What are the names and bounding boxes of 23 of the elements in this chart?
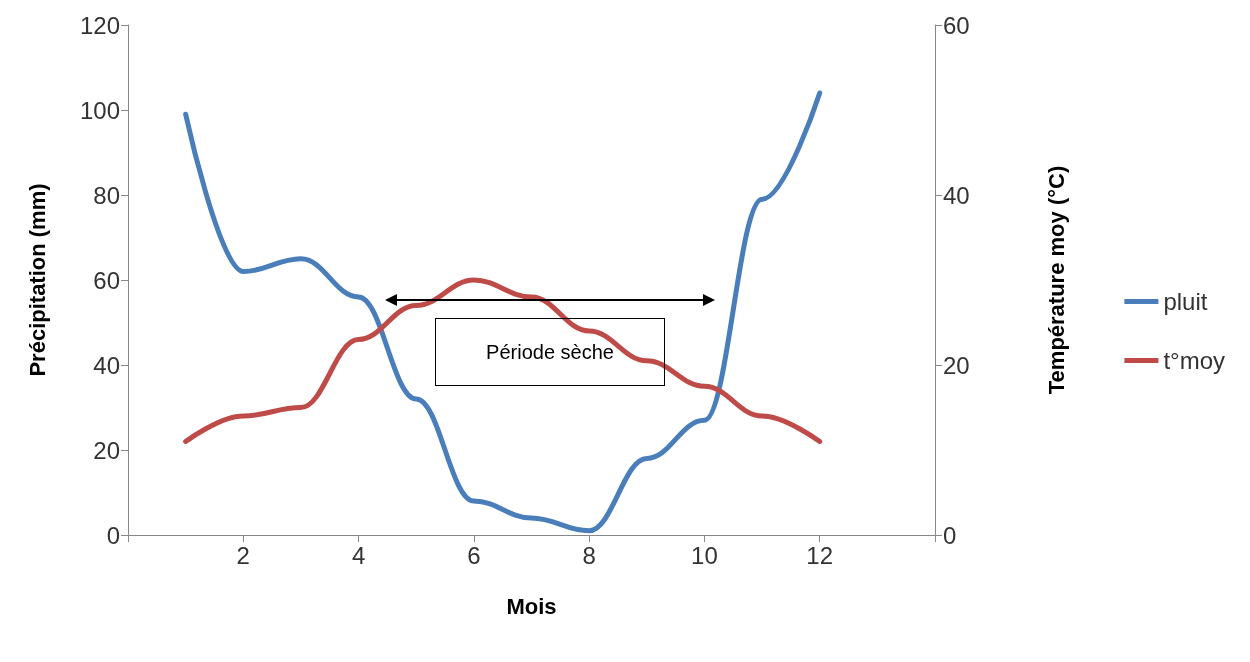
legend-label: pluit bbox=[1163, 288, 1208, 315]
y-tick-label: 100 bbox=[79, 96, 120, 124]
y-tick-label: 60 bbox=[93, 266, 120, 294]
y-tick-label: 80 bbox=[93, 181, 120, 209]
x-tick-label: 8 bbox=[582, 541, 596, 569]
y-tick-label: 120 bbox=[79, 11, 120, 39]
y2-axis-title: Température moy (°C) bbox=[1043, 165, 1069, 395]
y2-tick-label: 40 bbox=[943, 181, 970, 209]
y-tick-label: 40 bbox=[93, 351, 120, 379]
y-tick-label: 20 bbox=[93, 436, 120, 464]
y2-tick-label: 60 bbox=[943, 11, 970, 39]
legend-label: t°moy bbox=[1163, 347, 1225, 374]
x-axis-title: Mois bbox=[506, 593, 557, 619]
x-tick-label: 12 bbox=[806, 541, 834, 569]
y-axis-title: Précipitation (mm) bbox=[24, 183, 50, 377]
x-tick-label: 10 bbox=[691, 541, 718, 569]
x-tick-label: 4 bbox=[351, 541, 366, 569]
x-tick-label: 2 bbox=[236, 541, 250, 569]
x-tick-label: 6 bbox=[467, 541, 481, 569]
y2-tick-label: 20 bbox=[943, 351, 970, 379]
text-box: Période sèche bbox=[435, 318, 665, 386]
y-tick-label: 0 bbox=[106, 521, 120, 549]
y2-tick-label: 0 bbox=[943, 521, 957, 549]
